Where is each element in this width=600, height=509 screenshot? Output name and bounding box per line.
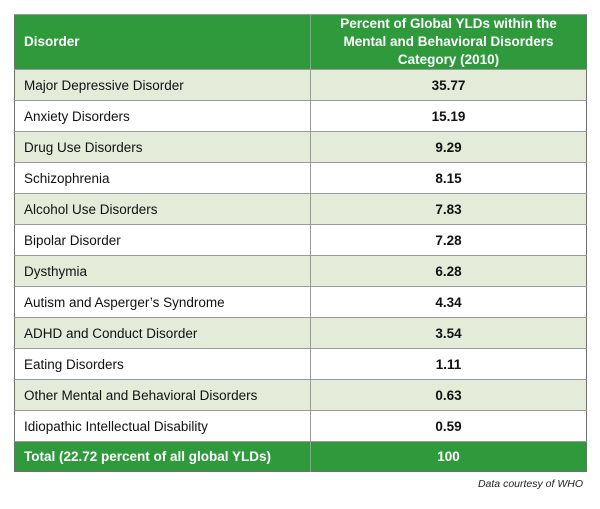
cell-disorder: Anxiety Disorders — [14, 100, 311, 132]
cell-value: 8.15 — [310, 162, 587, 194]
yld-table: Disorder Percent of Global YLDs within t… — [14, 14, 587, 472]
table-row: Major Depressive Disorder 35.77 — [14, 69, 587, 101]
cell-disorder: Idiopathic Intellectual Disability — [14, 410, 311, 442]
total-value: 100 — [310, 441, 587, 472]
data-credit: Data courtesy of WHO — [477, 478, 583, 490]
table-row: Autism and Asperger’s Syndrome 4.34 — [14, 286, 587, 318]
cell-disorder: Eating Disorders — [14, 348, 311, 380]
table-row: Eating Disorders 1.11 — [14, 348, 587, 380]
cell-disorder: Dysthymia — [14, 255, 311, 287]
table-row: Dysthymia 6.28 — [14, 255, 587, 287]
table-row: Idiopathic Intellectual Disability 0.59 — [14, 410, 587, 442]
table-row: Alcohol Use Disorders 7.83 — [14, 193, 587, 225]
cell-disorder: ADHD and Conduct Disorder — [14, 317, 311, 349]
table-row: Drug Use Disorders 9.29 — [14, 131, 587, 163]
header-disorder: Disorder — [14, 14, 311, 70]
cell-disorder: Schizophrenia — [14, 162, 311, 194]
cell-disorder: Drug Use Disorders — [14, 131, 311, 163]
table-row: ADHD and Conduct Disorder 3.54 — [14, 317, 587, 349]
cell-disorder: Autism and Asperger’s Syndrome — [14, 286, 311, 318]
header-percent: Percent of Global YLDs within the Mental… — [310, 14, 587, 70]
yld-table-container: Disorder Percent of Global YLDs within t… — [14, 14, 587, 472]
table-row: Bipolar Disorder 7.28 — [14, 224, 587, 256]
total-row: Total (22.72 percent of all global YLDs)… — [14, 441, 587, 472]
header-row: Disorder Percent of Global YLDs within t… — [14, 14, 587, 70]
table-row: Other Mental and Behavioral Disorders 0.… — [14, 379, 587, 411]
cell-value: 15.19 — [310, 100, 587, 132]
table-row: Anxiety Disorders 15.19 — [14, 100, 587, 132]
cell-value: 9.29 — [310, 131, 587, 163]
cell-value: 7.28 — [310, 224, 587, 256]
cell-value: 3.54 — [310, 317, 587, 349]
cell-value: 4.34 — [310, 286, 587, 318]
cell-value: 0.59 — [310, 410, 587, 442]
cell-disorder: Alcohol Use Disorders — [14, 193, 311, 225]
cell-value: 1.11 — [310, 348, 587, 380]
cell-value: 0.63 — [310, 379, 587, 411]
total-label: Total (22.72 percent of all global YLDs) — [14, 441, 311, 472]
cell-value: 7.83 — [310, 193, 587, 225]
cell-disorder: Other Mental and Behavioral Disorders — [14, 379, 311, 411]
cell-value: 35.77 — [310, 69, 587, 101]
table-row: Schizophrenia 8.15 — [14, 162, 587, 194]
cell-disorder: Bipolar Disorder — [14, 224, 311, 256]
cell-value: 6.28 — [310, 255, 587, 287]
cell-disorder: Major Depressive Disorder — [14, 69, 311, 101]
